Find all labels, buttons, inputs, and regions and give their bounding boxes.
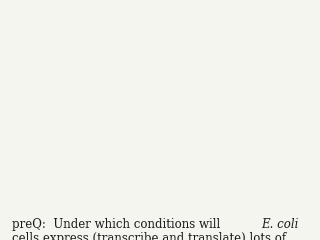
Text: E. coli: E. coli [261,218,299,231]
Text: preQ:  Under which conditions will: preQ: Under which conditions will [12,218,224,231]
Text: cells express (transcribe and translate) lots of: cells express (transcribe and translate)… [12,232,286,240]
